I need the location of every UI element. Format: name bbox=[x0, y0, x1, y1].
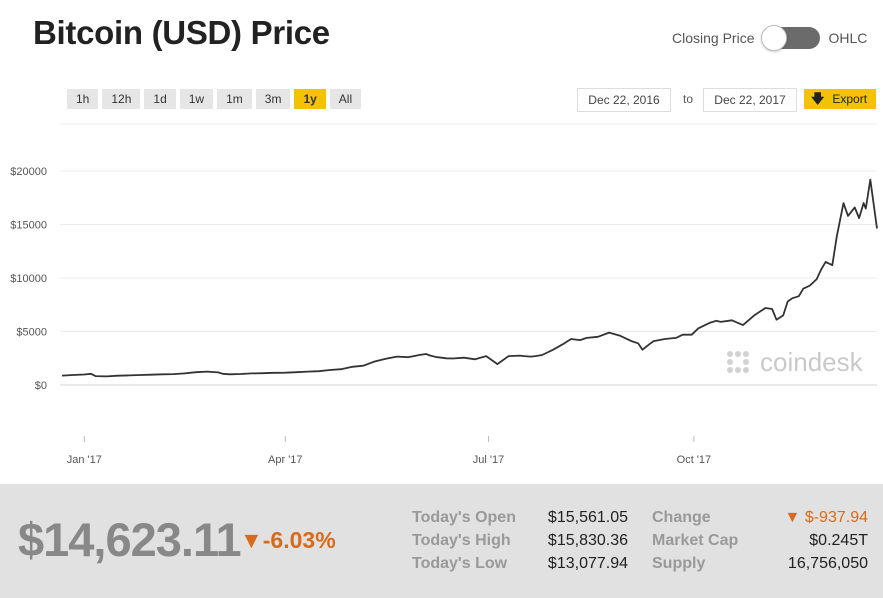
price-series-line bbox=[61, 178, 878, 378]
closing-price-label: Closing Price bbox=[672, 30, 755, 46]
coindesk-wordmark: coindesk bbox=[760, 347, 864, 377]
todays-low-value: $13,077.94 bbox=[547, 555, 628, 572]
todays-high-label: Today's High bbox=[412, 532, 511, 549]
export-label: Export bbox=[832, 92, 868, 106]
export-button[interactable]: 🡇 Export bbox=[804, 89, 876, 109]
coindesk-watermark: coindesk bbox=[727, 347, 864, 377]
coindesk-logo-icon bbox=[727, 351, 749, 373]
current-price: $14,623.11 bbox=[18, 513, 242, 566]
date-to-label: to bbox=[683, 92, 694, 106]
supply-label: Supply bbox=[652, 555, 706, 572]
down-arrow-icon: 🡇 bbox=[811, 91, 825, 106]
y-tick-label: $15000 bbox=[10, 220, 47, 232]
market-cap-label: Market Cap bbox=[652, 532, 739, 549]
time-range-selector: 1h 12h 1d 1w 1m 3m 1y All bbox=[67, 89, 362, 109]
toggle-knob[interactable] bbox=[761, 25, 788, 51]
start-date-field[interactable]: Dec 22, 2016 bbox=[577, 88, 671, 112]
supply-value: 16,756,050 bbox=[787, 555, 868, 572]
market-cap-value: $0.245T bbox=[809, 532, 868, 549]
range-button-1d[interactable]: 1d bbox=[144, 89, 176, 109]
page-title: Bitcoin (USD) Price bbox=[33, 14, 330, 51]
range-button-1w[interactable]: 1w bbox=[179, 89, 214, 109]
price-summary-bar: $14,623.11 ▼-6.03% Today's Open $15,561.… bbox=[0, 484, 883, 598]
todays-high-value: $15,830.36 bbox=[547, 532, 628, 549]
range-button-1h[interactable]: 1h bbox=[67, 89, 99, 109]
y-tick-label: $10000 bbox=[10, 273, 47, 285]
x-tick-label: Jan '17 bbox=[67, 454, 102, 466]
change-label: Change bbox=[652, 509, 711, 526]
price-mode-toggle[interactable] bbox=[761, 25, 821, 51]
price-chart: $0 $5000 $10000 $15000 $20000 Jan '17 Apr '17… bbox=[10, 123, 878, 466]
range-button-3m[interactable]: 3m bbox=[255, 89, 291, 109]
y-axis-ticks: $0 $5000 $10000 $15000 $20000 bbox=[10, 166, 47, 392]
x-tick-label: Apr '17 bbox=[268, 454, 303, 466]
todays-low-label: Today's Low bbox=[412, 555, 508, 572]
range-button-1m[interactable]: 1m bbox=[217, 89, 252, 109]
y-tick-label: $20000 bbox=[10, 166, 47, 178]
y-tick-label: $0 bbox=[35, 380, 47, 392]
grid-lines bbox=[60, 170, 877, 386]
todays-open-label: Today's Open bbox=[412, 509, 516, 526]
x-tick-label: Jul '17 bbox=[473, 454, 504, 466]
percent-change: ▼-6.03% bbox=[240, 527, 336, 553]
price-mode-toggle-group: Closing Price OHLC bbox=[672, 24, 867, 52]
end-date-field[interactable]: Dec 22, 2017 bbox=[703, 88, 797, 112]
change-value: ▼ $-937.94 bbox=[784, 509, 868, 526]
ohlc-label: OHLC bbox=[828, 30, 868, 46]
y-tick-label: $5000 bbox=[16, 327, 47, 339]
todays-open-value: $15,561.05 bbox=[547, 509, 628, 526]
range-button-1y[interactable]: 1y bbox=[294, 89, 326, 109]
range-button-12h[interactable]: 12h bbox=[102, 89, 141, 109]
x-tick-label: Oct '17 bbox=[677, 454, 712, 466]
x-axis-ticks: Jan '17 Apr '17 Jul '17 Oct '17 bbox=[67, 436, 711, 466]
range-button-all[interactable]: All bbox=[329, 89, 362, 109]
